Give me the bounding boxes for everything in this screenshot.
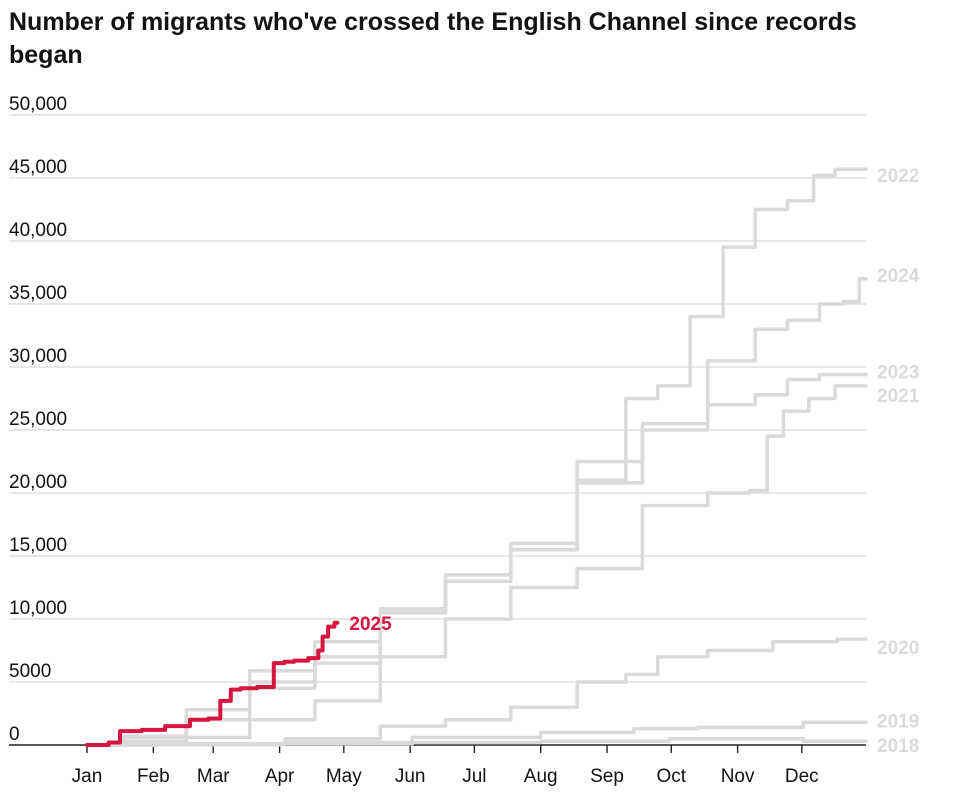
x-tick-label: Apr	[265, 766, 295, 787]
x-tick-label: Jul	[462, 766, 486, 787]
series-lines	[85, 167, 868, 747]
series-line-2024	[85, 277, 868, 747]
y-tick-label: 30,000	[9, 346, 67, 367]
x-tick-label: Jan	[72, 766, 103, 787]
x-tick-label: Nov	[721, 766, 755, 787]
y-tick-label: 25,000	[9, 409, 67, 430]
chart-title: Number of migrants who've crossed the En…	[9, 8, 857, 69]
y-tick-label: 40,000	[9, 220, 67, 241]
y-tick-label: 10,000	[9, 598, 67, 619]
x-tick-label: Mar	[197, 766, 230, 787]
x-tick-label: Jun	[395, 766, 426, 787]
series-label-2022: 2022	[877, 166, 919, 187]
y-tick-label: 20,000	[9, 472, 67, 493]
x-tick-label: Aug	[524, 766, 558, 787]
y-tick-label: 15,000	[9, 535, 67, 556]
x-tick-label: Feb	[137, 766, 170, 787]
y-tick-label: 45,000	[9, 157, 67, 178]
series-label-2025: 2025	[349, 614, 392, 635]
y-axis-ticks: 0 5000 10,000 15,000 20,000 25,000 30,000 35,00…	[9, 94, 67, 745]
series-line-2020	[85, 637, 868, 747]
x-axis-ticks: Jan Feb Mar Apr May Jun Jul Aug Sep Oct Nov Dec	[72, 745, 819, 787]
series-label-2018: 2018	[877, 736, 919, 757]
series-line-2021	[85, 384, 868, 747]
series-label-2019: 2019	[877, 711, 919, 732]
series-label-2023: 2023	[877, 363, 919, 384]
y-tick-label: 50,000	[9, 94, 67, 115]
series-label-2024: 2024	[877, 266, 920, 287]
x-tick-label: Dec	[785, 766, 819, 787]
series-line-2022	[85, 167, 868, 747]
x-tick-label: Sep	[590, 766, 624, 787]
series-line-2025	[85, 620, 340, 747]
series-label-2021: 2021	[877, 386, 920, 407]
y-tick-label: 5000	[9, 661, 51, 682]
y-tick-label: 35,000	[9, 283, 67, 304]
x-tick-label: May	[326, 766, 362, 787]
x-tick-label: Oct	[656, 766, 686, 787]
series-labels: 2018 2019 2020 2021 2022 2023 2024 2025	[349, 166, 919, 757]
series-label-2020: 2020	[877, 638, 919, 659]
y-tick-label: 0	[9, 724, 20, 745]
